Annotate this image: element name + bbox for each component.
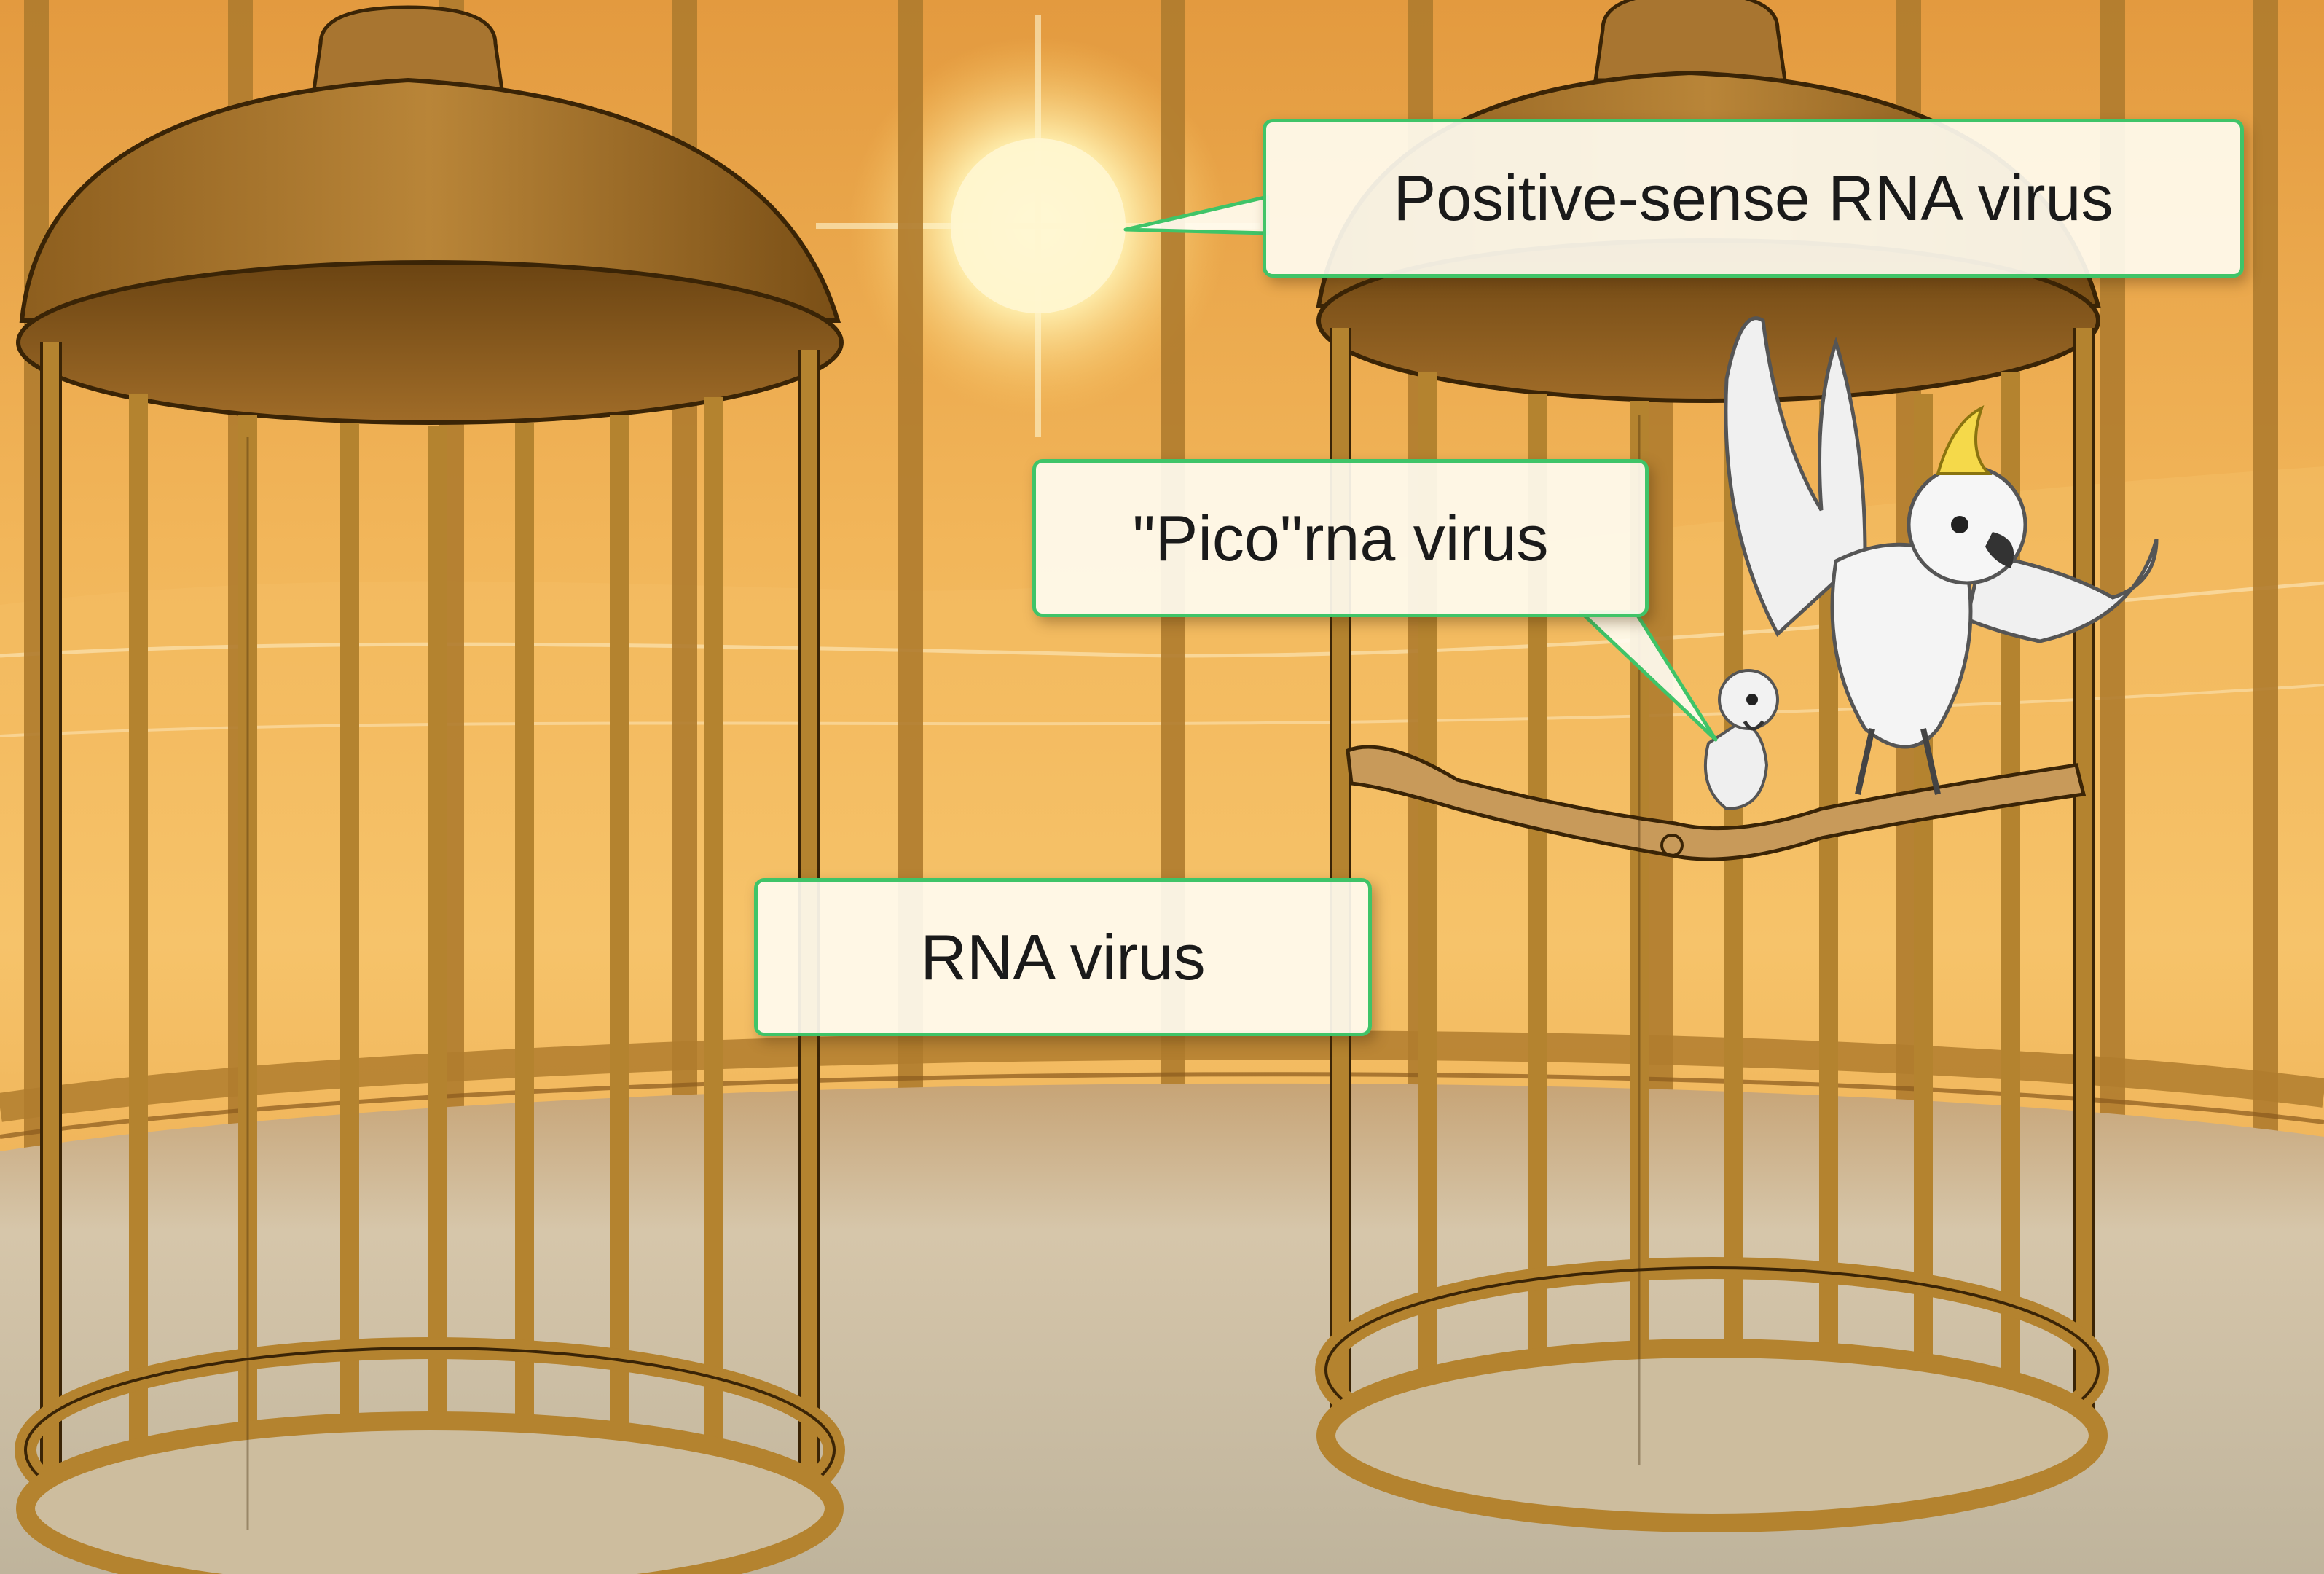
callout-rna-text: RNA virus <box>920 920 1206 993</box>
callout-positive-text: Positive-sense RNA virus <box>1393 162 2113 234</box>
callout-pico-text: "Pico"rna virus <box>1132 501 1549 574</box>
callout-rna-virus: RNA virus <box>754 878 1372 1036</box>
sun-icon <box>816 15 1260 437</box>
branch-perch <box>1346 745 2087 861</box>
callout-positive-sense-rna-virus: Positive-sense RNA virus <box>1263 119 2244 278</box>
left-birdcage <box>15 5 845 1574</box>
callout-picorna-virus: "Pico"rna virus <box>1032 459 1649 617</box>
chick-icon <box>1703 669 1779 811</box>
cockatoo-icon <box>1724 316 2159 795</box>
